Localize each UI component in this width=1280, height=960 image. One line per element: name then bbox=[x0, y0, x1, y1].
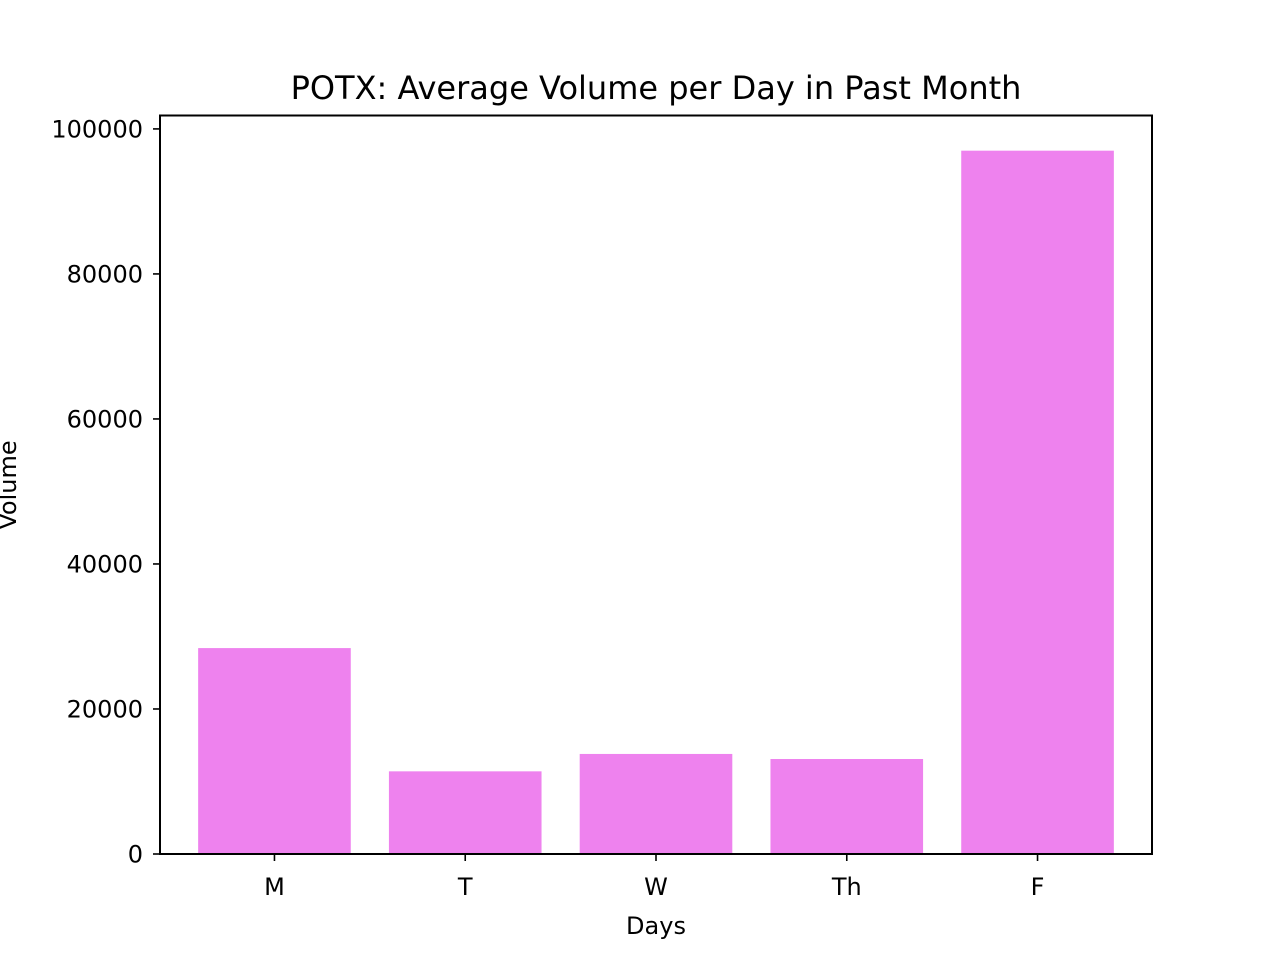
bar-m bbox=[198, 648, 351, 854]
bar-f bbox=[961, 150, 1114, 855]
y-axis: 0 20000 40000 60000 80000 100000 bbox=[51, 115, 160, 869]
y-tick-label: 0 bbox=[128, 841, 143, 869]
y-tick-label: 40000 bbox=[67, 550, 143, 578]
x-tick-label: F bbox=[1031, 873, 1045, 901]
y-tick-label: 80000 bbox=[67, 260, 143, 288]
y-tick-label: 100000 bbox=[51, 115, 143, 143]
y-tick-label: 60000 bbox=[67, 405, 143, 433]
x-axis-title: Days bbox=[626, 912, 686, 940]
x-tick-label: T bbox=[457, 873, 473, 901]
bar-t bbox=[388, 771, 542, 854]
bars-layer bbox=[198, 150, 1114, 855]
x-tick-label: W bbox=[644, 873, 668, 901]
y-tick-label: 20000 bbox=[67, 695, 143, 723]
x-tick-label: M bbox=[264, 873, 285, 901]
bar-w bbox=[579, 753, 733, 854]
y-axis-title: Volume bbox=[0, 440, 22, 529]
bar-th bbox=[770, 759, 924, 854]
x-tick-label: Th bbox=[831, 873, 862, 901]
x-axis: M T W Th F bbox=[264, 854, 1044, 901]
chart-title: POTX: Average Volume per Day in Past Mon… bbox=[291, 69, 1022, 107]
